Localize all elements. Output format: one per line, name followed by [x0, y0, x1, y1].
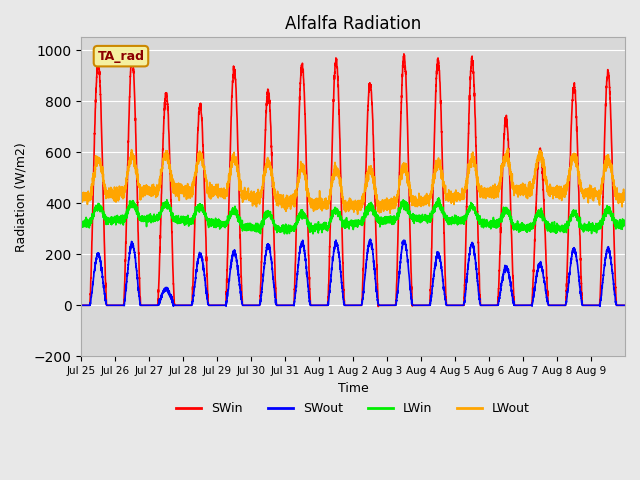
Title: Alfalfa Radiation: Alfalfa Radiation — [285, 15, 421, 33]
Y-axis label: Radiation (W/m2): Radiation (W/m2) — [15, 142, 28, 252]
Legend: SWin, SWout, LWin, LWout: SWin, SWout, LWin, LWout — [172, 397, 535, 420]
Text: TA_rad: TA_rad — [97, 49, 145, 63]
X-axis label: Time: Time — [338, 382, 369, 395]
